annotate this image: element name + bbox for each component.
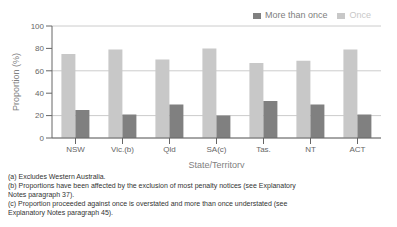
html-text:(a) Excludes Western Australia: (a) Excludes Western Australia. (8, 173, 106, 180)
svg-text:Proportion (%): Proportion (%) (11, 53, 21, 111)
svg-text:State/Territory: State/Territory (188, 160, 245, 168)
svg-text:Qld: Qld (163, 145, 175, 154)
html-text:Once: Once (349, 10, 371, 20)
svg-text:80: 80 (35, 44, 44, 53)
svg-text:ACT: ACT (350, 145, 366, 154)
html-text:Explanatory Notes paragraph 45: Explanatory Notes paragraph 45). (8, 209, 114, 216)
svg-text:SA(c): SA(c) (207, 145, 227, 154)
svg-text:Vic.(b): Vic.(b) (111, 145, 134, 154)
html-text:(b) Proportions have been affe: (b) Proportions have been affected by th… (8, 182, 296, 189)
html-text:(c) Proportion proceeded again: (c) Proportion proceeded against once is… (8, 200, 288, 207)
html-text:More than once: More than once (264, 10, 328, 20)
svg-text:NSW: NSW (66, 145, 85, 154)
svg-text:Tas.: Tas. (256, 145, 271, 154)
svg-text:NT: NT (305, 145, 316, 154)
svg-text:20: 20 (35, 111, 44, 120)
svg-text:40: 40 (35, 89, 44, 98)
svg-text:100: 100 (31, 22, 45, 31)
svg-text:0: 0 (40, 134, 45, 143)
html-text:Notes paragraph 37).: Notes paragraph 37). (8, 191, 75, 198)
svg-text:60: 60 (35, 67, 44, 76)
